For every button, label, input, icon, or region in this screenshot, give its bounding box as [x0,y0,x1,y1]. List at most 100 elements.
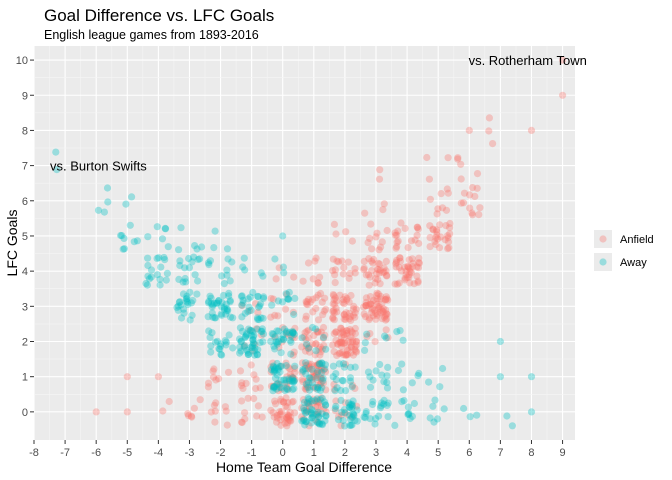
data-point-away [181,274,189,283]
data-point-away [163,269,171,277]
data-point-away [321,417,329,425]
data-point-away [426,414,434,422]
data-point-away [207,348,215,356]
data-point-anfield [365,271,373,279]
data-point-anfield [432,240,440,248]
data-point-anfield [319,334,328,342]
data-point-anfield [367,220,375,228]
data-point-anfield [301,384,309,392]
data-point-anfield [367,300,375,308]
data-point-anfield [319,323,328,332]
data-point-anfield [237,382,246,390]
data-point-away [254,346,262,354]
data-point-anfield [404,262,412,270]
data-point-away [348,402,356,411]
data-point-anfield [434,205,442,213]
data-point-anfield [314,291,322,299]
data-point-anfield [314,396,322,404]
data-point-away [289,378,297,386]
data-point-away [275,383,283,391]
data-point-anfield [434,235,442,243]
data-point-anfield [287,373,296,381]
data-point-away [253,325,261,333]
data-point-anfield [339,270,347,278]
data-point-anfield [289,329,297,337]
data-point-away [205,327,213,335]
data-point-away [349,397,357,405]
data-point-away [415,369,423,377]
data-point-anfield [360,266,368,274]
data-point-anfield [302,342,310,350]
data-point-away [194,277,202,285]
data-point-anfield [378,238,386,246]
data-point-anfield [320,405,328,413]
data-point-anfield [376,166,384,174]
data-point-away [306,374,314,382]
x-tick-label: -5 [122,447,132,459]
data-point-anfield [211,407,219,415]
data-point-anfield [340,311,348,319]
data-point-anfield [299,378,307,386]
data-point-anfield [302,336,310,344]
data-point-anfield [368,257,376,265]
x-tick-label: 4 [404,447,410,459]
data-point-anfield [210,401,218,409]
data-point-anfield [312,254,320,262]
data-point-anfield [184,410,192,418]
data-point-away [308,406,316,414]
data-point-anfield [466,204,474,212]
data-point-anfield [400,263,409,271]
data-point-anfield [337,333,345,341]
data-point-away [283,385,291,393]
data-point-anfield [396,254,404,262]
data-point-away [316,360,324,368]
data-point-away [218,272,226,280]
data-point-away [309,383,317,391]
data-point-anfield [372,270,381,278]
data-point-away [249,328,257,336]
data-point-away [100,208,108,216]
data-point-anfield [348,413,356,421]
data-point-away [311,397,319,405]
data-point-anfield [302,361,310,370]
data-point-away [369,398,377,406]
data-point-anfield [283,290,291,299]
data-point-anfield [305,295,313,303]
data-point-away [299,367,307,375]
data-point-anfield [343,331,351,340]
data-point-away [270,368,278,376]
data-point-away [361,339,369,347]
data-point-anfield [306,348,314,356]
data-point-away [270,366,278,374]
data-point-away [212,338,220,346]
data-point-away [179,278,187,286]
data-point-anfield [397,267,406,275]
data-point-away [350,411,358,419]
data-point-away [267,366,275,374]
data-point-away [378,371,386,379]
data-point-anfield [393,280,401,288]
data-point-anfield [307,373,316,381]
data-point-anfield [284,419,292,427]
data-point-away [194,255,202,264]
data-point-anfield [312,340,320,348]
data-point-anfield [248,347,256,355]
data-point-away [259,338,267,346]
data-point-away [225,292,233,300]
data-point-away [259,330,268,338]
data-point-away [250,347,258,355]
data-point-anfield [302,406,310,414]
data-point-anfield [190,404,198,412]
data-point-anfield [433,228,441,236]
data-point-anfield [457,175,465,183]
data-point-away [267,337,275,345]
data-point-anfield [352,347,360,355]
data-point-anfield [391,280,399,288]
data-point-away [191,271,199,279]
data-point-anfield [312,371,320,379]
data-point-anfield [413,223,422,231]
data-point-away [380,400,388,408]
data-point-away [322,412,330,420]
data-point-anfield [342,313,350,321]
data-point-away [158,235,167,243]
